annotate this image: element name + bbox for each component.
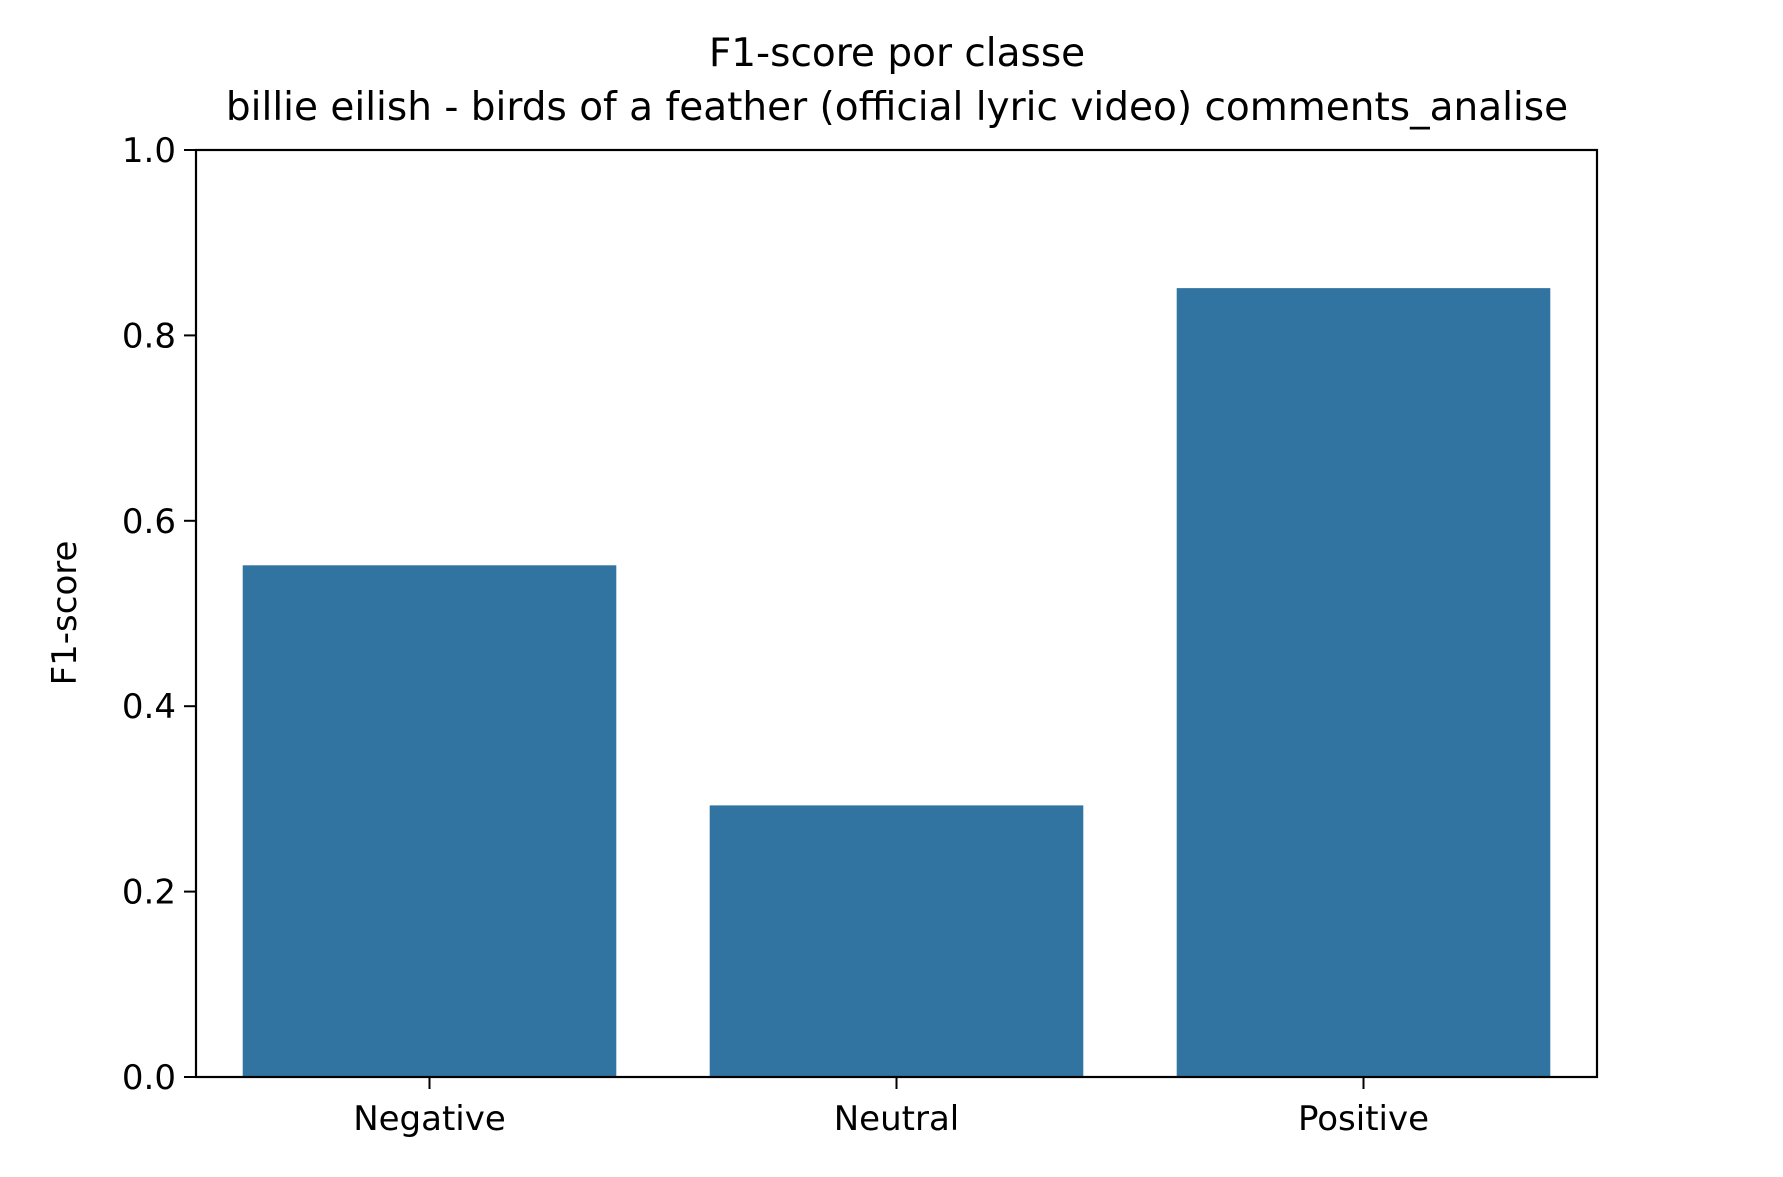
- x-tick-label: Neutral: [834, 1099, 960, 1139]
- y-axis-ticks: 0.0 0.2 0.4 0.6 0.8 1.0: [122, 131, 196, 1098]
- bar-negative: [242, 565, 617, 1077]
- chart-title: F1-score por classe: [709, 31, 1085, 76]
- x-axis-ticks: Negative Neutral Positive: [353, 1077, 1429, 1139]
- y-tick-label: 0.0: [122, 1058, 176, 1098]
- y-axis-label: F1-score: [45, 541, 85, 686]
- y-tick-label: 0.6: [122, 502, 176, 542]
- x-tick-label: Positive: [1298, 1099, 1429, 1139]
- bars-layer: [242, 288, 1551, 1077]
- bar-positive: [1176, 288, 1551, 1077]
- y-tick-label: 0.4: [122, 687, 176, 727]
- y-tick-label: 0.8: [122, 316, 176, 356]
- bar-neutral: [709, 805, 1084, 1077]
- chart-subtitle: billie eilish - birds of a feather (offi…: [226, 85, 1568, 130]
- plot-frame: [194, 148, 1599, 1079]
- y-tick-label: 1.0: [122, 131, 176, 171]
- y-tick-label: 0.2: [122, 873, 176, 913]
- x-tick-label: Negative: [353, 1099, 506, 1139]
